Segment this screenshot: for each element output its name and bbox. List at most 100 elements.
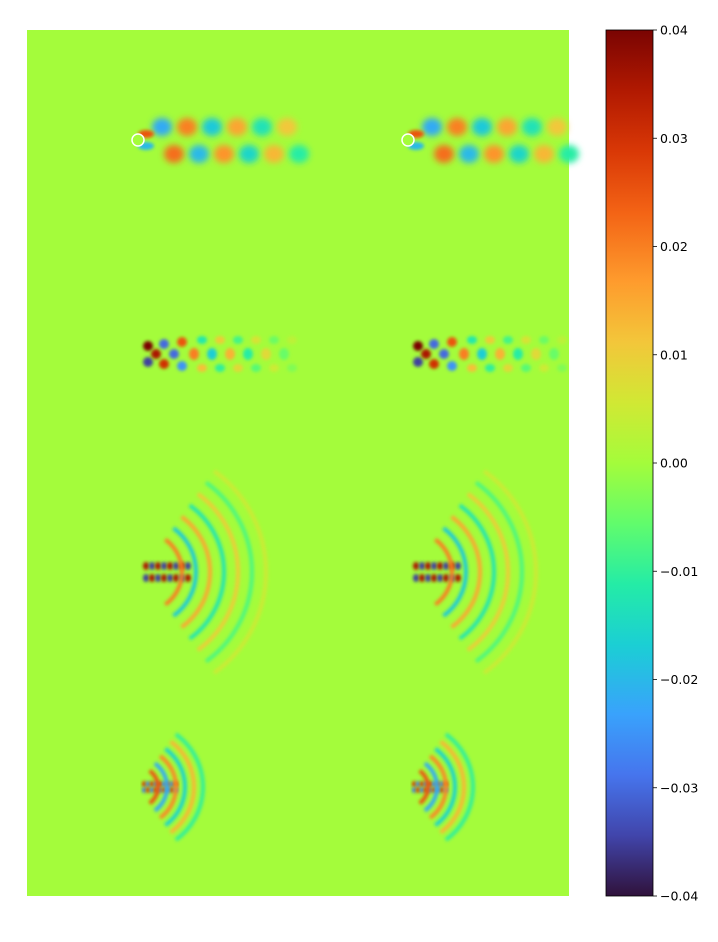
wake-lobe (443, 574, 449, 582)
wake-lobe (143, 341, 153, 351)
wake-arc (164, 537, 184, 607)
wake-arc (180, 515, 212, 629)
wake-side-blob (251, 364, 261, 372)
vortex-blob-bottom (509, 145, 529, 163)
wake-lobe (151, 349, 161, 359)
wake-centerline-blob (243, 348, 253, 360)
wake-lobe (439, 349, 449, 359)
vortex-blob-top (522, 118, 542, 136)
wake-lobe (170, 781, 174, 787)
vortex-blob-top (472, 118, 492, 136)
wake-lobe (185, 574, 191, 582)
wake-lobe (142, 781, 146, 787)
wake-arc (204, 480, 254, 664)
wake-arc (153, 761, 169, 813)
vortex-blob-top (447, 118, 467, 136)
wake-lobe (143, 574, 149, 582)
wake-lobe (412, 787, 416, 793)
wake-side-blob (521, 336, 531, 344)
wake-arc (434, 747, 457, 827)
wake-lobe (420, 781, 424, 787)
wake-lobe (440, 787, 444, 793)
wake-lobe (413, 357, 423, 367)
vortex-blob-top (547, 118, 567, 136)
wake-centerline-blob (531, 348, 541, 360)
vortex-blob-bottom (239, 145, 259, 163)
colorbar-ticks: 0.04 0.03 0.02 0.01 0.00 −0.01 −0.02 −0.03 −0.04 (653, 23, 698, 904)
wake-lobe (455, 562, 461, 570)
colorbar-tick-label: −0.02 (660, 672, 698, 687)
vortex-blob-top (177, 118, 197, 136)
wake-arc (439, 739, 466, 835)
wake-lobe (447, 361, 457, 371)
vortex-blob-bottom (459, 145, 479, 163)
wake-lobe (425, 562, 431, 570)
wake-side-blob (287, 336, 297, 344)
wake-side-blob (197, 336, 207, 344)
vortex-blob-bottom (534, 145, 554, 163)
wake-side-blob (215, 364, 225, 372)
wake-arc (164, 747, 187, 827)
wake-lobe (177, 361, 187, 371)
colorbar-tick-label: 0.02 (660, 239, 688, 254)
vortex-blob-bottom (289, 145, 309, 163)
colorbar-tick-label: 0.04 (660, 23, 688, 38)
field-plot-area (27, 30, 569, 896)
wake-lobe (440, 781, 444, 787)
wake-lobe (447, 337, 457, 347)
wake-arc (482, 469, 538, 675)
wake-arc (169, 739, 196, 835)
wake-side-blob (485, 336, 495, 344)
wake-arc (458, 503, 496, 641)
wake-lobe (167, 562, 173, 570)
colorbar-scale (605, 29, 654, 897)
vortex-blob-top (277, 118, 297, 136)
wake-side-blob (557, 364, 567, 372)
wake-centerline-blob (189, 348, 199, 360)
wake-lobe (425, 574, 431, 582)
wake-lobe (419, 562, 425, 570)
wake-centerline-blob (207, 348, 217, 360)
vortex-blob-bottom (434, 145, 454, 163)
wake-side-blob (269, 364, 279, 372)
wake-lobe (437, 562, 443, 570)
vortex-blob-top (227, 118, 247, 136)
wake-side-blob (557, 336, 567, 344)
wake-side-blob (503, 364, 513, 372)
wake-side-blob (233, 364, 243, 372)
wake-side-blob (539, 336, 549, 344)
wake-side-blob (485, 364, 495, 372)
wake-arc (434, 537, 454, 607)
wake-side-blob (521, 364, 531, 372)
wake-centerline-blob (459, 348, 469, 360)
cylinder-body (401, 133, 415, 147)
wake-side-blob (251, 336, 261, 344)
wake-centerline-blob (225, 348, 235, 360)
wake-lobe (413, 341, 423, 351)
wake-lobe (413, 574, 419, 582)
wake-lobe (161, 562, 167, 570)
wake-lobe (412, 781, 416, 787)
wake-arc (423, 761, 439, 813)
colorbar-tick-label: 0.00 (660, 456, 688, 471)
wake-lobe (161, 574, 167, 582)
wake-arc (148, 769, 160, 805)
vortex-blob-top (152, 118, 172, 136)
cylinder-body (131, 133, 145, 147)
wake-arc (188, 503, 226, 641)
wake-lobe (413, 562, 419, 570)
wake-arc (442, 526, 468, 618)
wake-lobe (173, 562, 179, 570)
wake-centerline-blob (279, 348, 289, 360)
field-layer (131, 118, 579, 842)
wake-lobe (429, 339, 439, 349)
wake-lobe (421, 349, 431, 359)
wake-arc (450, 515, 482, 629)
wake-lobe (429, 359, 439, 369)
wake-lobe (416, 787, 420, 793)
wake-lobe (142, 787, 146, 793)
wake-side-blob (215, 336, 225, 344)
wake-lobe (143, 357, 153, 367)
wake-lobe (431, 562, 437, 570)
